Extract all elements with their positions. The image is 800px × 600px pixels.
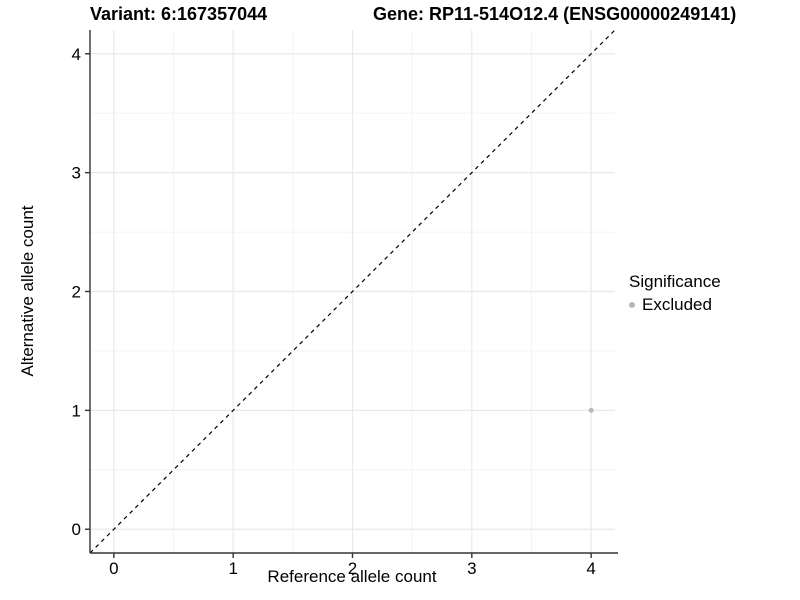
excluded-point-icon [629, 302, 635, 308]
x-tick-label: 3 [467, 559, 476, 578]
y-tick-label: 3 [72, 164, 81, 183]
legend-item-excluded: Excluded [629, 295, 721, 315]
y-tick-label: 0 [72, 520, 81, 539]
x-tick-label: 2 [348, 559, 357, 578]
legend-title: Significance [629, 272, 721, 291]
y-tick-label: 2 [72, 283, 81, 302]
identity-line [89, 29, 616, 554]
data-point [588, 407, 594, 413]
x-tick-label: 4 [586, 559, 595, 578]
x-axis-label: Reference allele count [267, 567, 437, 586]
variant-title: Variant: 6:167357044 [90, 4, 268, 24]
x-tick-label: 0 [109, 559, 118, 578]
y-axis-label: Alternative allele count [18, 205, 37, 377]
gene-title: Gene: RP11-514O12.4 (ENSG00000249141) [373, 4, 737, 24]
y-tick-label: 4 [72, 45, 81, 64]
x-tick-label: 1 [228, 559, 237, 578]
legend: Significance Excluded [629, 272, 721, 315]
y-tick-label: 1 [72, 401, 81, 420]
legend-item-label: Excluded [642, 295, 712, 314]
